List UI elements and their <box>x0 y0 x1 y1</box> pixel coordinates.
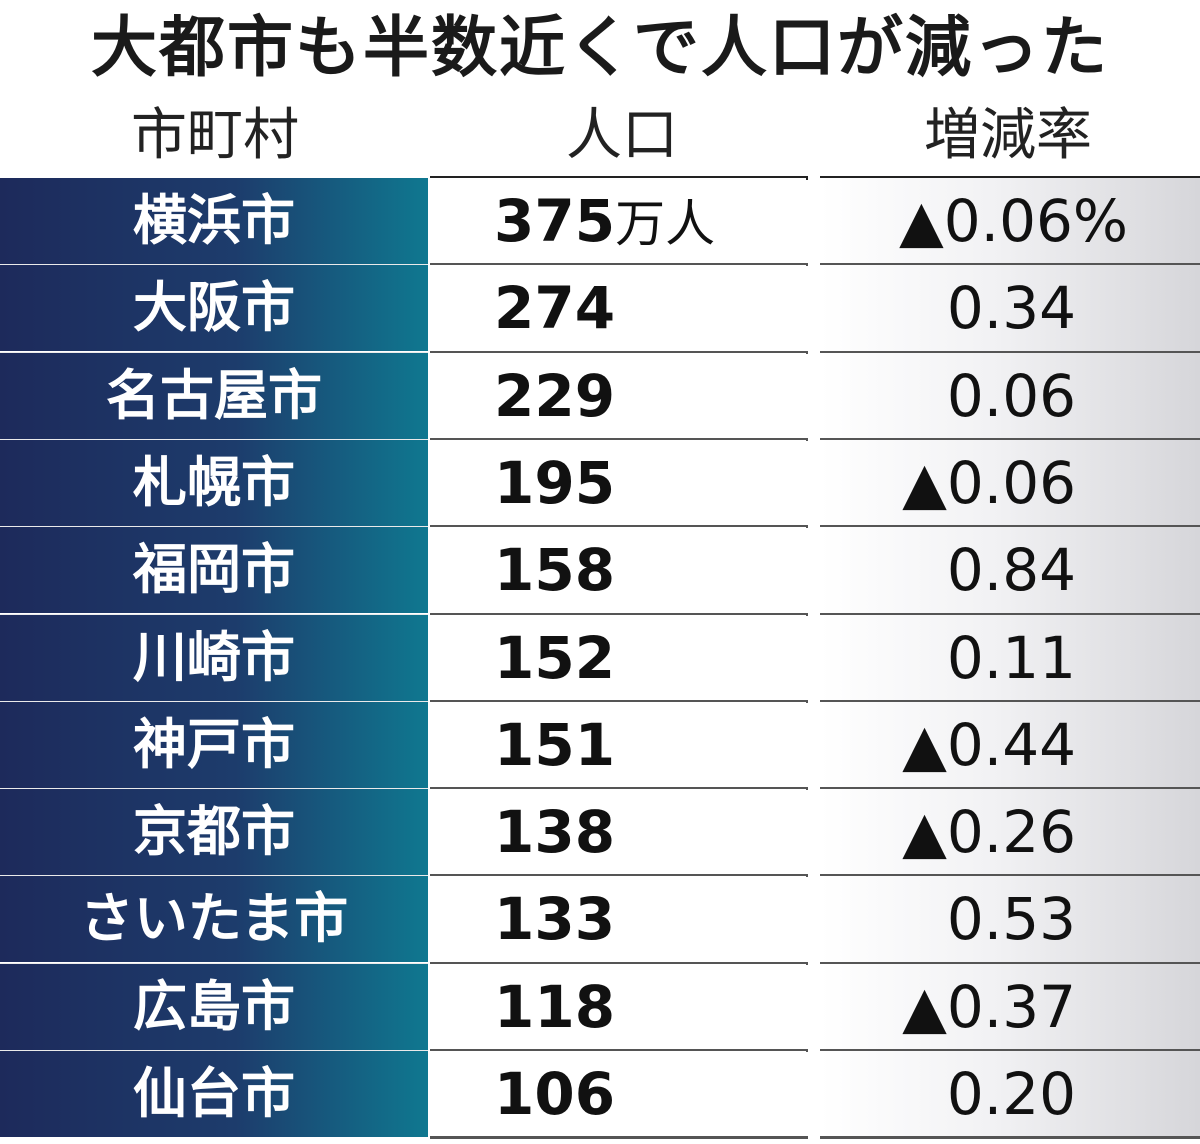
row-rule-rate <box>820 787 1200 790</box>
row-rule-population <box>430 438 808 441</box>
row-rule-population <box>430 787 808 790</box>
city-cell: 名古屋市 <box>0 353 428 439</box>
population-cell: 274 <box>430 265 806 351</box>
rate-value: ▲0.44 <box>902 711 1076 779</box>
row-rule-rate <box>820 1136 1200 1139</box>
row-rule-population <box>430 351 808 354</box>
row-rule-population <box>430 1049 808 1052</box>
row-rule-rate <box>820 438 1200 441</box>
row-rule-rate <box>820 1049 1200 1052</box>
city-cell: 仙台市 <box>0 1051 428 1137</box>
row-rule-rate <box>820 525 1200 528</box>
population-value: 152 <box>494 624 616 692</box>
row-rule-rate <box>820 874 1200 877</box>
row-rule-rate <box>820 962 1200 965</box>
population-cell: 229 <box>430 353 806 439</box>
population-value: 151 <box>494 711 616 779</box>
city-cell: 京都市 <box>0 789 428 875</box>
rate-value: 0.11 <box>946 624 1076 692</box>
population-cell: 195 <box>430 440 806 526</box>
population-cell: 152 <box>430 615 806 701</box>
column-header-population: 人口 <box>566 103 678 168</box>
rate-value: 0.20 <box>946 1060 1076 1128</box>
rate-cell: 0.06 <box>820 353 1200 439</box>
table-row: 横浜市 375万人 ▲0.06% <box>0 178 1200 264</box>
population-cell: 118 <box>430 964 806 1050</box>
city-cell: さいたま市 <box>0 876 428 962</box>
city-cell: 川崎市 <box>0 615 428 701</box>
table-row: 札幌市 195 ▲0.06 <box>0 440 1200 526</box>
population-value: 106 <box>494 1060 616 1128</box>
table-row: 名古屋市 229 0.06 <box>0 353 1200 439</box>
city-cell: 横浜市 <box>0 178 428 264</box>
rate-value: ▲0.26 <box>902 798 1076 866</box>
rate-cell: 0.11 <box>820 615 1200 701</box>
table-row: 川崎市 152 0.11 <box>0 615 1200 701</box>
population-cell: 158 <box>430 527 806 613</box>
table-row: 仙台市 106 0.20 <box>0 1051 1200 1137</box>
table-row: 福岡市 158 0.84 <box>0 527 1200 613</box>
row-rule-population <box>430 700 808 703</box>
rate-cell: 0.34 <box>820 265 1200 351</box>
population-value: 158 <box>494 536 616 604</box>
rate-cell: 0.53 <box>820 876 1200 962</box>
table-row: さいたま市 133 0.53 <box>0 876 1200 962</box>
rate-value: 0.84 <box>946 536 1076 604</box>
row-rule-rate <box>820 613 1200 616</box>
row-rule-population <box>430 613 808 616</box>
city-cell: 大阪市 <box>0 265 428 351</box>
row-rule-population <box>430 1136 808 1139</box>
population-value: 138 <box>494 798 616 866</box>
population-cell: 138 <box>430 789 806 875</box>
population-value: 229 <box>494 362 616 430</box>
population-cell: 151 <box>430 702 806 788</box>
table-row: 広島市 118 ▲0.37 <box>0 964 1200 1050</box>
row-rule-population <box>430 874 808 877</box>
column-header-city: 市町村 <box>131 103 299 168</box>
rate-cell: ▲0.26 <box>820 789 1200 875</box>
rate-value: ▲0.06 <box>902 449 1076 517</box>
population-cell: 133 <box>430 876 806 962</box>
rate-cell: 0.84 <box>820 527 1200 613</box>
rate-cell: ▲0.37 <box>820 964 1200 1050</box>
rate-value: 0.34 <box>946 274 1076 342</box>
population-cell: 106 <box>430 1051 806 1137</box>
city-cell: 広島市 <box>0 964 428 1050</box>
row-rule-rate <box>820 263 1200 266</box>
rate-value: ▲0.06% <box>899 187 1128 255</box>
rate-value: ▲0.37 <box>902 973 1076 1041</box>
row-rule-population <box>430 263 808 266</box>
population-cell: 375万人 <box>430 178 806 264</box>
row-rule-population <box>430 962 808 965</box>
table-row: 大阪市 274 0.34 <box>0 265 1200 351</box>
population-unit: 万人 <box>615 195 716 253</box>
rate-cell: ▲0.06% <box>820 178 1200 264</box>
rate-cell: ▲0.06 <box>820 440 1200 526</box>
population-value: 133 <box>494 885 616 953</box>
city-cell: 神戸市 <box>0 702 428 788</box>
rate-cell: 0.20 <box>820 1051 1200 1137</box>
column-header-rate: 増減率 <box>924 103 1092 168</box>
rate-unit: % <box>1072 187 1128 255</box>
city-cell: 札幌市 <box>0 440 428 526</box>
row-rule-rate <box>820 351 1200 354</box>
row-rule-rate <box>820 700 1200 703</box>
rate-cell: ▲0.44 <box>820 702 1200 788</box>
population-value: 195 <box>494 449 616 517</box>
row-rule-population <box>430 525 808 528</box>
rate-value: 0.06 <box>946 362 1076 430</box>
city-cell: 福岡市 <box>0 527 428 613</box>
table-row: 神戸市 151 ▲0.44 <box>0 702 1200 788</box>
population-value: 375万人 <box>494 187 716 255</box>
rate-value: 0.53 <box>946 885 1076 953</box>
population-value: 118 <box>494 973 616 1041</box>
table-row: 京都市 138 ▲0.26 <box>0 789 1200 875</box>
population-value: 274 <box>494 274 616 342</box>
chart-title: 大都市も半数近くで人口が減った <box>90 9 1110 86</box>
